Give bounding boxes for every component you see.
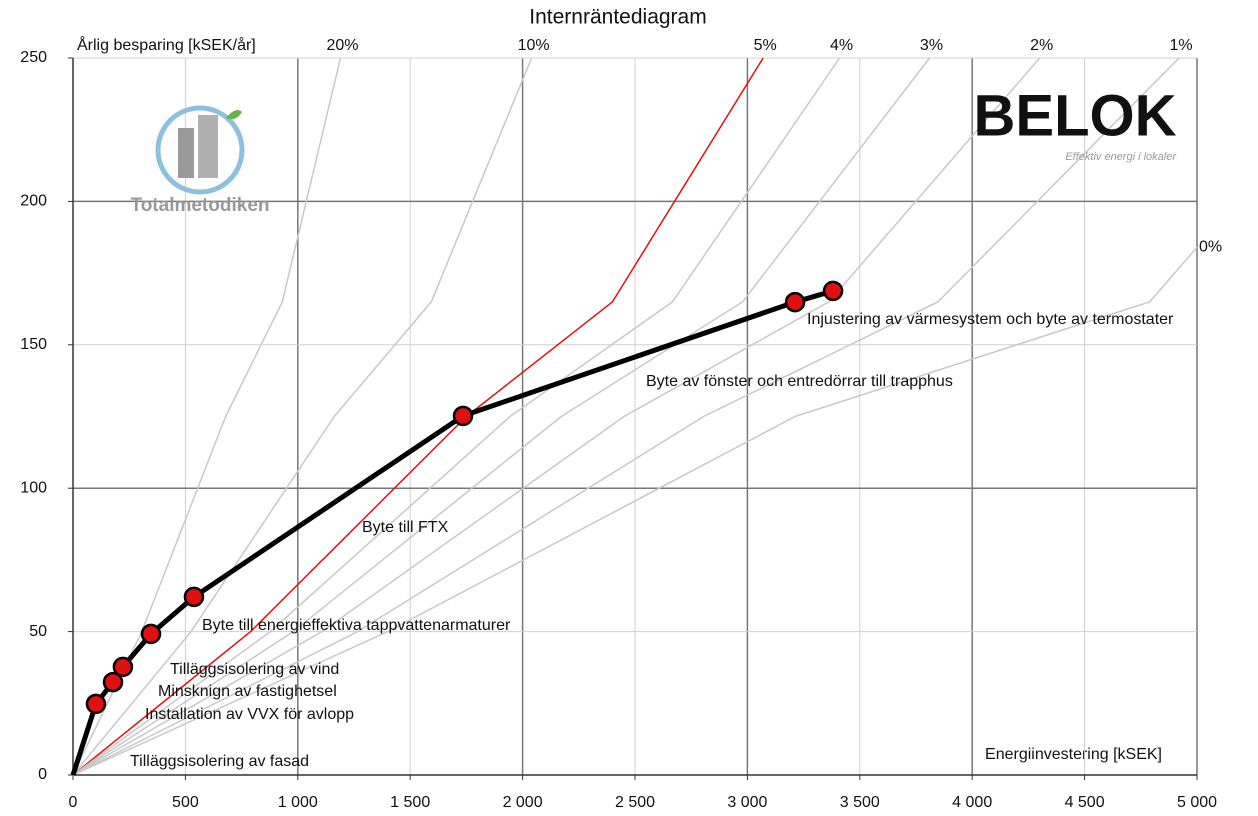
measure-point bbox=[784, 291, 806, 313]
irr-label: 5% bbox=[754, 37, 777, 54]
irr-line bbox=[72, 57, 1180, 776]
annotation: Byte till FTX bbox=[362, 519, 449, 536]
x-tick-label: 2 500 bbox=[615, 794, 655, 811]
logo-leaf bbox=[226, 110, 242, 120]
x-tick-label: 4 500 bbox=[1065, 794, 1105, 811]
irr-label: 4% bbox=[830, 37, 853, 54]
y-axis-label: Årlig besparing [kSEK/år] bbox=[77, 35, 256, 54]
annotation: Tilläggsisolering av vind bbox=[170, 661, 339, 678]
x-tick-label: 5 000 bbox=[1177, 794, 1217, 811]
measure-point bbox=[102, 671, 124, 693]
x-tick-label: 1 000 bbox=[278, 794, 318, 811]
x-tick-label: 1 500 bbox=[390, 794, 430, 811]
irr-line bbox=[72, 57, 841, 776]
measure-point bbox=[452, 405, 474, 427]
y-tick-label: 250 bbox=[20, 49, 47, 66]
logo-text: BELOK bbox=[974, 83, 1177, 148]
x-tick-label: 3 500 bbox=[840, 794, 880, 811]
irr-line bbox=[72, 57, 931, 776]
irr-label: 1% bbox=[1169, 37, 1192, 54]
logo-text: Totalmetodiken bbox=[131, 195, 270, 216]
y-tick-label: 0 bbox=[38, 766, 47, 783]
y-tick-label: 50 bbox=[29, 623, 47, 640]
logo-building bbox=[178, 128, 194, 178]
measure-point bbox=[183, 586, 205, 608]
measure-point bbox=[140, 623, 162, 645]
logo-building bbox=[198, 115, 218, 178]
annotation: Tilläggsisolering av fasad bbox=[130, 753, 309, 770]
irr-line bbox=[72, 57, 1041, 776]
annotation: Byte av fönster och entredörrar till tra… bbox=[646, 373, 953, 390]
measure-point bbox=[822, 280, 844, 302]
belok-logo: BELOK Effektiv energi i lokaler bbox=[974, 83, 1178, 163]
x-tick-label: 4 000 bbox=[952, 794, 992, 811]
x-tick-label: 2 000 bbox=[503, 794, 543, 811]
irr-label: 0% bbox=[1199, 239, 1222, 256]
annotation: Byte till energieffektiva tappvattenarma… bbox=[202, 617, 511, 634]
totalmetodiken-logo: Totalmetodiken bbox=[131, 105, 270, 216]
irr-label: 3% bbox=[920, 37, 943, 54]
annotation: Injustering av värmesystem och byte av t… bbox=[807, 311, 1174, 328]
irr-label: 20% bbox=[326, 37, 358, 54]
irr-line bbox=[72, 57, 533, 776]
logo-tagline: Effektiv energi i lokaler bbox=[1065, 151, 1177, 163]
irr-label: 10% bbox=[518, 37, 550, 54]
irr-line bbox=[72, 246, 1198, 776]
measure-point bbox=[112, 656, 134, 678]
y-tick-label: 150 bbox=[20, 336, 47, 353]
logo-ring bbox=[155, 105, 245, 195]
annotation: Installation av VVX för avlopp bbox=[145, 706, 354, 723]
y-tick-label: 100 bbox=[20, 479, 47, 496]
x-axis-label: Energiinvestering [kSEK] bbox=[985, 746, 1162, 763]
x-tick-label: 500 bbox=[172, 794, 199, 811]
irr-label: 2% bbox=[1030, 37, 1053, 54]
x-tick-label: 3 000 bbox=[727, 794, 767, 811]
measure-point bbox=[85, 693, 107, 715]
chart-title: Internräntediagram bbox=[529, 6, 706, 29]
y-tick-label: 200 bbox=[20, 193, 47, 210]
annotation: Minsknign av fastighetsel bbox=[158, 683, 337, 700]
x-tick-label: 0 bbox=[69, 794, 78, 811]
